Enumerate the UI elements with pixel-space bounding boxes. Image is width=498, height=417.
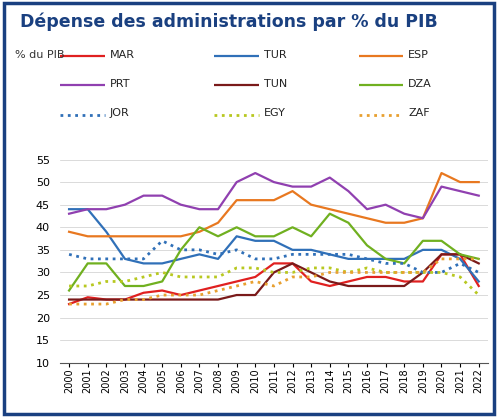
Text: JOR: JOR (110, 108, 129, 118)
Text: MAR: MAR (110, 50, 134, 60)
Text: EGY: EGY (264, 108, 286, 118)
Text: Dépense des administrations par % du PIB: Dépense des administrations par % du PIB (20, 13, 438, 31)
Text: DZA: DZA (408, 79, 432, 89)
Text: ESP: ESP (408, 50, 429, 60)
Text: TUR: TUR (264, 50, 286, 60)
Text: ZAF: ZAF (408, 108, 430, 118)
Text: TUN: TUN (264, 79, 287, 89)
Text: % du PIB: % du PIB (15, 50, 64, 60)
Text: PRT: PRT (110, 79, 130, 89)
